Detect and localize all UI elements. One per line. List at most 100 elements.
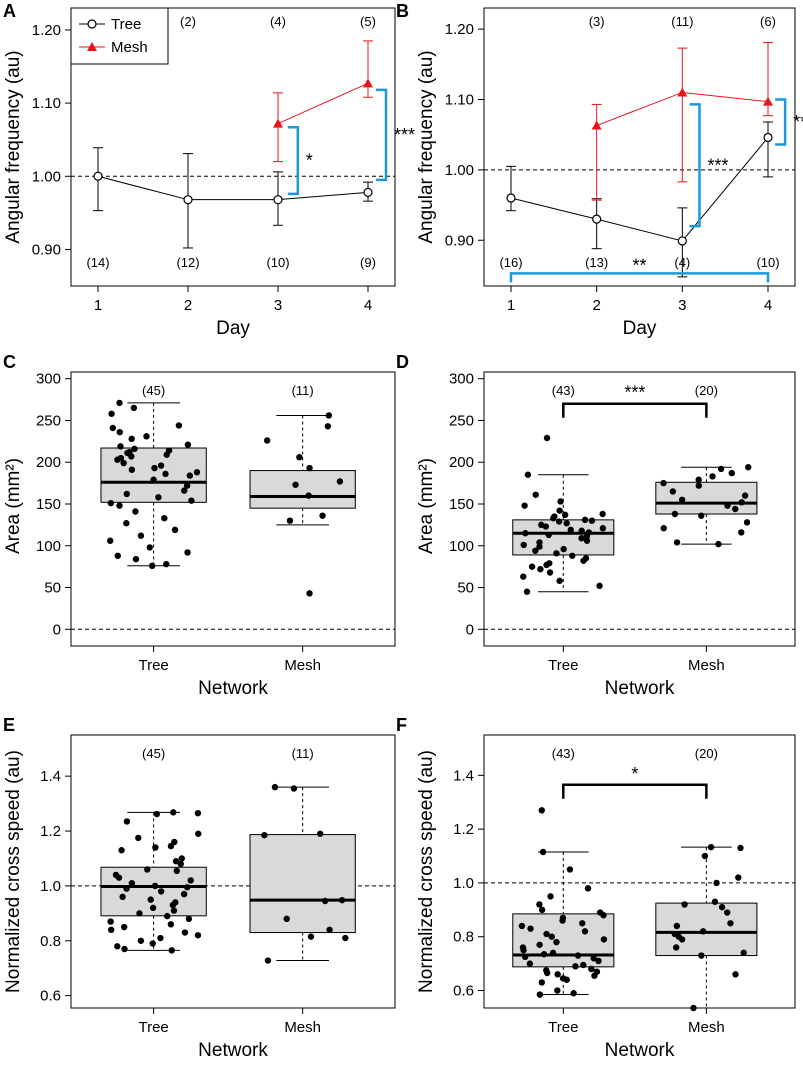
data-point [536, 901, 543, 908]
data-point [167, 921, 175, 928]
data-point [732, 971, 739, 978]
data-point [536, 991, 544, 998]
data-point [167, 842, 175, 850]
data-point [108, 410, 115, 417]
data-point [698, 512, 705, 519]
data-point [518, 922, 526, 930]
count-label: (45) [142, 746, 165, 761]
count-label: (20) [695, 383, 718, 398]
significance-stars: ** [632, 255, 646, 275]
data-point [591, 972, 598, 979]
data-point [181, 487, 188, 494]
data-point [538, 807, 545, 814]
data-point [148, 562, 156, 570]
data-point [185, 915, 193, 923]
tree-count-label: (9) [360, 255, 376, 270]
y-tick-label: 200 [36, 454, 61, 471]
data-point [146, 544, 153, 551]
data-point [107, 926, 115, 934]
significance-stars: *** [624, 383, 645, 403]
data-point [164, 912, 171, 920]
panel-letter: D [396, 352, 409, 372]
data-point [170, 907, 178, 914]
data-point [567, 526, 574, 534]
y-tick-label: 150 [449, 496, 474, 513]
y-tick-label: 1.00 [445, 162, 474, 179]
data-point [173, 867, 180, 875]
data-point [600, 912, 607, 919]
data-point [107, 918, 114, 925]
data-point [116, 399, 123, 407]
mesh-count-label: (2) [180, 14, 196, 29]
data-point [188, 497, 195, 504]
significance-bracket [376, 88, 388, 182]
data-point [678, 496, 686, 504]
data-point [732, 505, 739, 513]
y-tick-label: 0.6 [453, 983, 474, 1000]
data-point [566, 866, 574, 873]
data-point [713, 879, 720, 887]
data-point [324, 423, 332, 430]
data-point [161, 514, 168, 522]
panel-A: A 0.90 1.00 1.10 1.20 Angular frequency (au) D… [3, 1, 415, 339]
data-point [172, 858, 180, 865]
data-point [740, 949, 747, 957]
data-point [526, 960, 534, 967]
data-point [581, 516, 589, 524]
mesh-count-label: (11) [671, 14, 693, 29]
data-point [699, 928, 707, 935]
data-point [143, 433, 150, 440]
tree-count-label: (13) [585, 255, 608, 270]
y-tick-label: 1.20 [445, 21, 474, 38]
panel-E: E 0.6 0.8 1.0 1.2 1.4 Normalized cross speed (… [3, 715, 396, 1061]
x-tick-label: 4 [764, 297, 772, 314]
data-point [532, 491, 539, 498]
data-point [569, 552, 576, 559]
data-point [296, 454, 303, 461]
data-point [673, 944, 680, 951]
tree-point [183, 195, 193, 205]
x-axis-title: Network [198, 1040, 268, 1061]
tree-point [763, 132, 773, 143]
data-point [538, 979, 545, 986]
tree-count-label: (16) [499, 255, 522, 270]
mesh-box [655, 846, 758, 1009]
data-point [128, 466, 136, 473]
data-point [711, 898, 719, 905]
data-point [690, 1004, 697, 1012]
count-label: (20) [695, 746, 718, 761]
data-point [553, 550, 560, 557]
data-point [561, 511, 569, 519]
x-tick-label: 4 [364, 297, 372, 314]
tree-line [510, 137, 769, 242]
data-point [717, 465, 725, 473]
data-point [588, 517, 596, 524]
data-point [540, 951, 548, 958]
data-point [738, 499, 745, 506]
data-point [130, 404, 138, 412]
data-point [171, 526, 179, 534]
panel-B: B 0.90 1.00 1.10 1.20 Angular frequency (au) D… [396, 1, 803, 339]
tree-point [93, 171, 103, 181]
data-point [114, 456, 121, 463]
data-point [178, 855, 185, 862]
y-tick-label: 1.0 [453, 875, 474, 892]
y-axis-title: Normalized cross speed (au) [416, 750, 437, 993]
data-point [599, 525, 607, 532]
mesh-box [249, 414, 356, 526]
data-point [186, 472, 194, 479]
data-point [150, 476, 157, 483]
data-point [572, 963, 579, 970]
data-point [283, 915, 290, 923]
data-point [118, 847, 125, 854]
legend-box [70, 7, 169, 65]
y-tick-label: 50 [457, 580, 474, 597]
data-point [325, 412, 333, 419]
x-tick-label: 2 [592, 297, 600, 314]
mesh-line [277, 82, 369, 125]
data-point [728, 469, 735, 477]
data-point [128, 435, 135, 443]
panel-letter: F [396, 715, 407, 735]
panel-F: F 0.6 0.8 1.0 1.2 1.4 Normalized cross speed (… [396, 715, 796, 1061]
